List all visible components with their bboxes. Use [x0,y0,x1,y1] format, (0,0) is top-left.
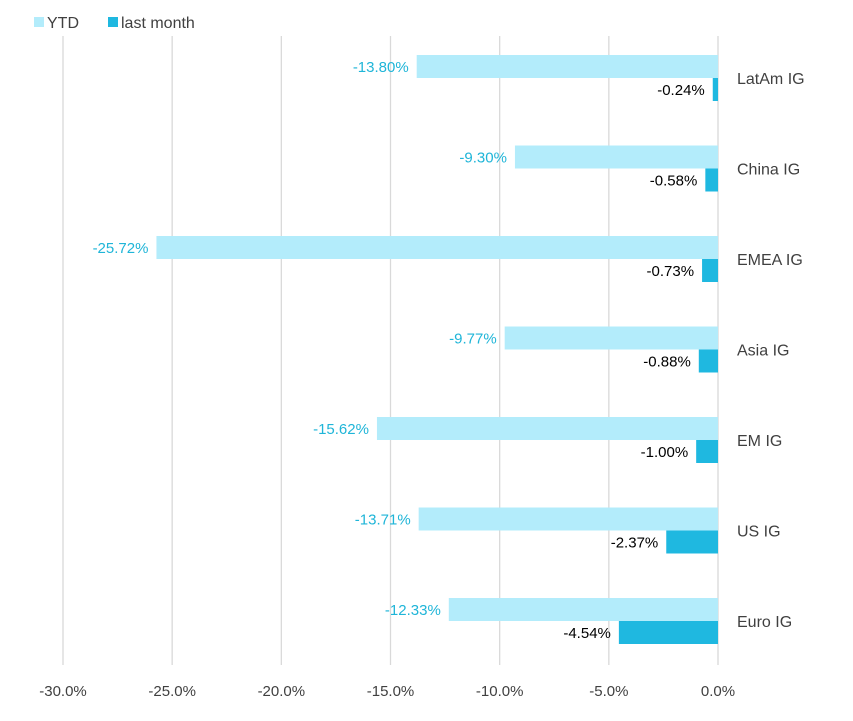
bar-ytd [376,417,718,440]
bar-ytd [416,55,718,78]
data-labels: -13.80% -0.24% -9.30% -0.58% -25.72% -0.73% -9… [93,59,705,642]
bar-last-month [702,259,718,282]
data-label-last-month: -4.54% [563,625,611,642]
data-label-ytd: -9.30% [459,150,507,167]
x-tick-label: -30.0% [39,683,87,700]
category-label: China IG [737,162,800,179]
data-label-ytd: -25.72% [93,240,149,257]
bar-ytd [418,507,718,531]
data-label-ytd: -15.62% [313,421,369,438]
bar-ytd [504,326,718,350]
data-label-last-month: -0.73% [647,263,695,280]
data-label-last-month: -0.58% [650,173,698,190]
x-tick-label: -10.0% [476,683,524,700]
x-tick-label: -20.0% [258,683,306,700]
x-tick-label: -15.0% [367,683,415,700]
data-label-last-month: -0.24% [657,82,705,99]
legend-swatch-ytd [34,17,44,27]
legend-swatch-last-month [108,17,118,27]
data-label-ytd: -12.33% [385,602,441,619]
category-label: EMEA IG [737,252,803,269]
x-tick-label: -25.0% [148,683,196,700]
x-tick-label: 0.0% [701,683,735,700]
data-label-ytd: -13.80% [353,59,409,76]
data-label-last-month: -0.88% [643,354,691,371]
category-label: Asia IG [737,343,789,360]
bar-ytd [156,236,719,259]
data-label-last-month: -2.37% [611,535,659,552]
legend: YTD last month [34,15,195,32]
x-tick-labels: -30.0% -25.0% -20.0% -15.0% -10.0% -5.0% 0.0% [39,683,735,700]
bar-last-month [696,440,718,463]
data-label-last-month: -1.00% [641,444,689,461]
bar-ytd [514,145,718,169]
bar-last-month [705,168,718,192]
bar-last-month [618,621,718,644]
category-label: LatAm IG [737,71,805,88]
x-tick-label: -5.0% [589,683,628,700]
category-label: Euro IG [737,614,792,631]
category-labels: LatAm IG China IG EMEA IG Asia IG EM IG US IG… [737,71,805,631]
bar-last-month [698,349,718,373]
data-label-ytd: -9.77% [449,331,497,348]
category-label: US IG [737,524,781,541]
bar-ytd [448,598,718,621]
bars [156,55,719,644]
category-label: EM IG [737,433,782,450]
data-label-ytd: -13.71% [355,512,411,529]
legend-label-last-month: last month [121,15,195,32]
legend-label-ytd: YTD [47,15,79,32]
bar-last-month [666,530,718,554]
bar-last-month [712,78,718,101]
gridlines [62,36,719,665]
